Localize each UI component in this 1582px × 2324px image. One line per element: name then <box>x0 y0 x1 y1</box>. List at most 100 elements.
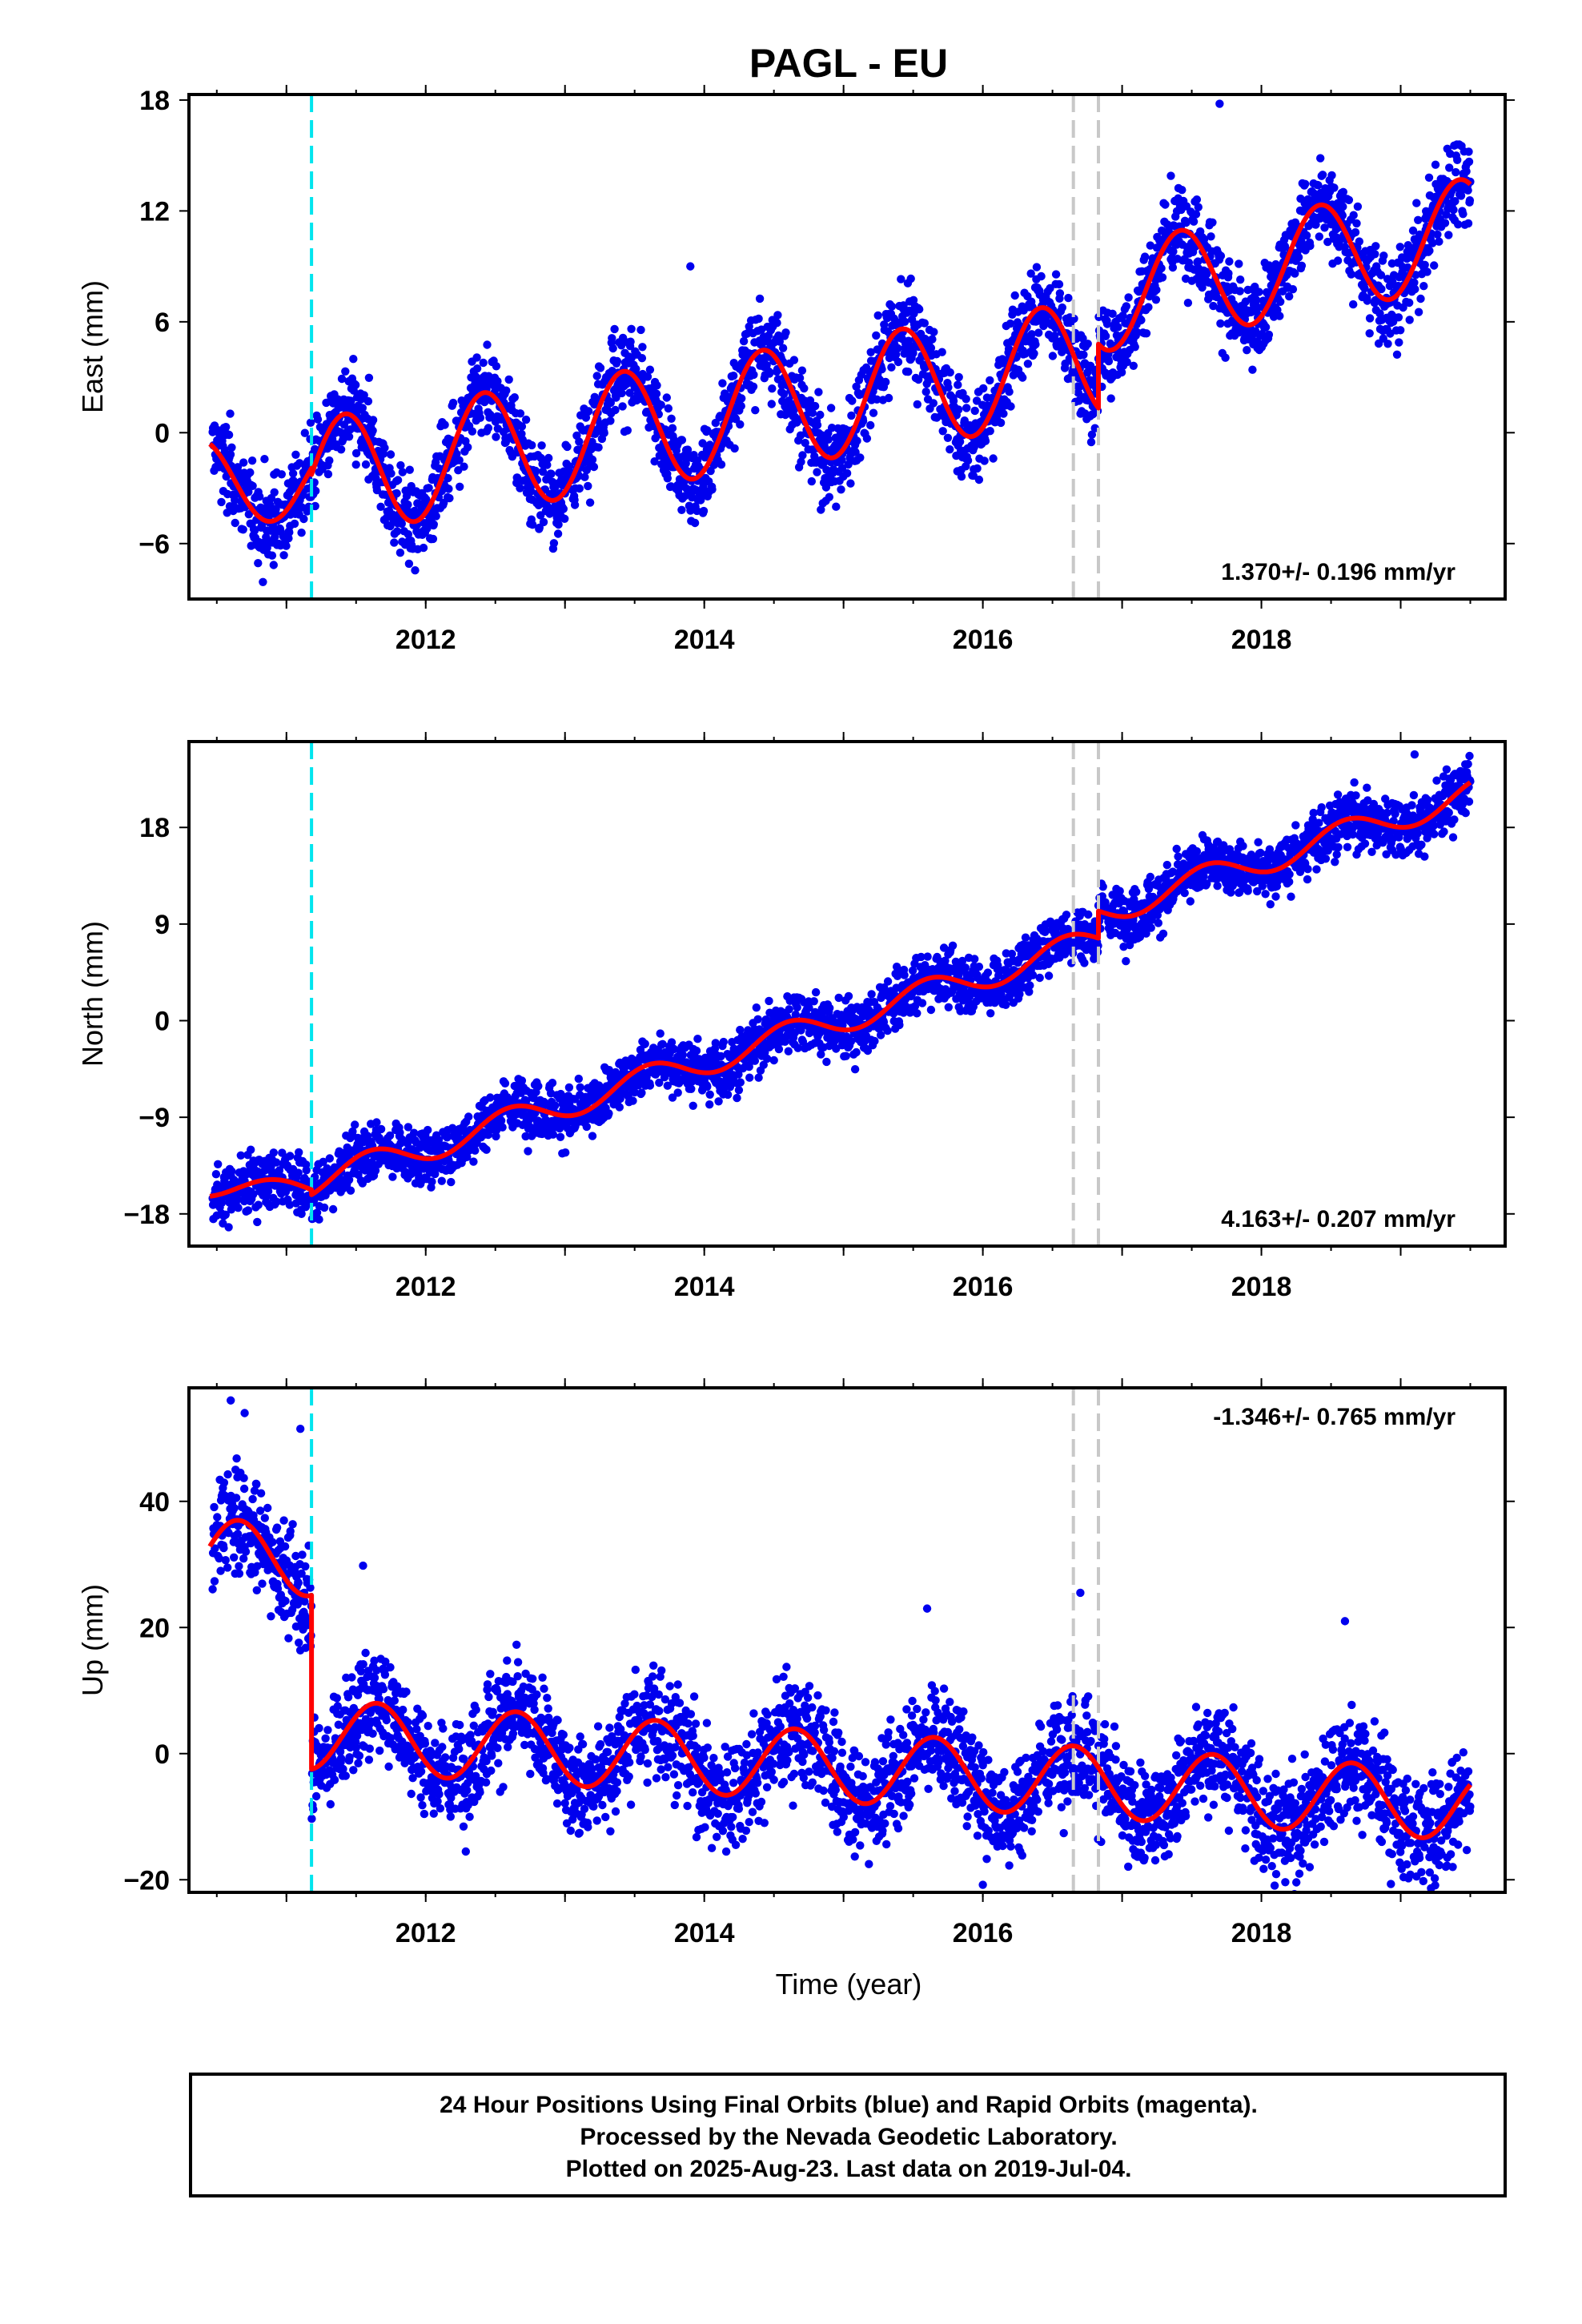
data-point <box>517 1076 527 1085</box>
data-point <box>643 372 652 381</box>
data-point <box>827 424 837 432</box>
data-point <box>1423 267 1431 276</box>
data-point <box>842 468 852 478</box>
data-point <box>297 1209 306 1219</box>
data-point <box>270 488 279 497</box>
data-point <box>405 465 414 474</box>
data-point <box>762 360 771 370</box>
data-point <box>424 1125 432 1135</box>
data-point <box>1376 271 1386 279</box>
data-point <box>797 366 807 375</box>
data-point <box>404 559 414 569</box>
data-point <box>972 396 982 405</box>
data-point <box>1330 183 1339 192</box>
data-point <box>853 436 861 445</box>
data-point <box>617 341 626 350</box>
data-point <box>637 354 647 363</box>
data-point <box>847 411 856 420</box>
data-point <box>319 1203 329 1212</box>
data-point <box>351 1120 359 1129</box>
data-point <box>1191 210 1201 219</box>
data-point <box>1018 373 1027 382</box>
data-point <box>483 340 492 349</box>
x-tick-label: 2014 <box>674 625 735 655</box>
data-point <box>652 381 661 390</box>
data-point <box>1058 303 1067 312</box>
data-point <box>627 324 636 333</box>
east-y-axis-label: East (mm) <box>76 280 109 413</box>
data-point <box>247 1145 255 1154</box>
data-point <box>1151 296 1161 304</box>
data-point <box>393 476 403 485</box>
data-point <box>606 398 615 408</box>
data-point <box>895 1020 904 1030</box>
data-point <box>612 393 620 402</box>
data-point <box>1212 292 1221 302</box>
data-point <box>516 484 524 493</box>
data-point <box>808 408 817 417</box>
data-point <box>372 1118 381 1127</box>
data-point <box>926 344 936 352</box>
data-point <box>510 393 519 402</box>
data-point <box>263 1187 273 1196</box>
data-point <box>492 362 501 371</box>
data-point <box>575 484 584 493</box>
data-point <box>784 1047 793 1055</box>
data-point <box>1216 251 1226 260</box>
data-point <box>734 1086 744 1095</box>
data-point <box>253 1217 262 1227</box>
east-plot-content <box>208 94 1475 599</box>
data-point <box>295 1148 303 1157</box>
data-point <box>606 416 615 425</box>
data-point <box>428 534 438 544</box>
data-point <box>1108 309 1117 318</box>
data-point <box>1371 250 1379 259</box>
data-point <box>1449 205 1458 215</box>
data-point <box>371 1166 380 1176</box>
data-point <box>893 357 903 367</box>
data-point <box>1106 394 1115 403</box>
data-point <box>805 396 815 405</box>
data-point <box>1453 155 1462 164</box>
data-point <box>1276 297 1285 306</box>
data-point <box>1122 302 1131 311</box>
data-point <box>588 455 597 464</box>
data-point <box>1353 202 1363 211</box>
data-point <box>608 344 617 353</box>
data-point <box>773 311 782 320</box>
data-point <box>800 384 809 393</box>
data-point <box>1194 257 1203 266</box>
data-point <box>1026 269 1035 278</box>
data-point <box>1051 270 1061 279</box>
data-point <box>380 444 389 452</box>
data-point <box>344 1176 354 1184</box>
data-point <box>231 518 239 528</box>
data-point <box>396 460 405 470</box>
data-point <box>628 1096 637 1105</box>
data-point <box>596 364 605 372</box>
data-point <box>479 358 488 368</box>
data-point <box>837 485 845 494</box>
data-point <box>1083 340 1092 348</box>
data-point <box>729 372 738 380</box>
data-point <box>351 460 360 469</box>
data-point <box>302 1166 311 1175</box>
data-point <box>954 372 963 382</box>
data-point <box>692 1046 701 1055</box>
data-point <box>1464 186 1472 195</box>
data-point <box>1365 314 1375 323</box>
data-point <box>315 1215 323 1224</box>
data-point <box>546 509 556 517</box>
data-point <box>733 1093 741 1103</box>
data-point <box>869 408 878 417</box>
data-point <box>973 464 982 473</box>
data-point <box>866 348 875 356</box>
data-point <box>358 404 367 412</box>
data-point <box>544 453 553 463</box>
data-point <box>656 1029 665 1038</box>
data-point <box>928 335 937 344</box>
data-point <box>547 469 556 478</box>
data-point <box>891 350 901 359</box>
data-point <box>1087 430 1097 439</box>
data-point <box>1440 219 1450 227</box>
